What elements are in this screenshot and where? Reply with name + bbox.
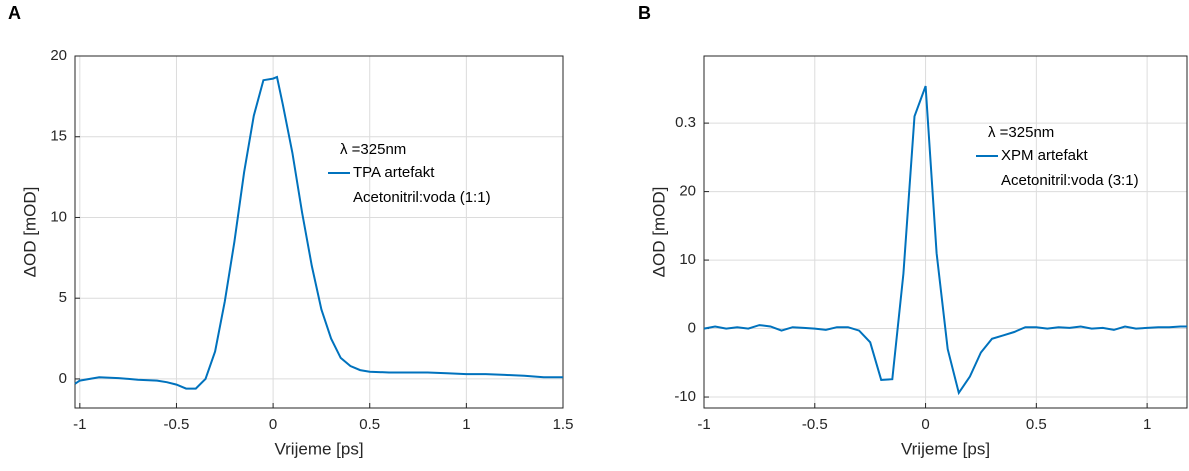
y-tick-label: 0.3 — [675, 114, 696, 131]
y-tick-label: 10 — [679, 251, 696, 268]
y-tick-label: 15 — [50, 128, 67, 145]
y-tick-label: 20 — [50, 47, 67, 64]
panel-label: B — [638, 3, 651, 23]
data-line — [74, 75, 563, 390]
y-axis-label: ΔOD [mOD] — [20, 187, 39, 278]
x-tick-label: 0 — [269, 416, 277, 433]
y-tick-label: 0 — [688, 320, 696, 337]
annotation: λ =325nm — [340, 141, 406, 158]
plot-area — [75, 56, 563, 408]
y-tick-label: 10 — [50, 208, 67, 225]
annotation: Acetonitril:voda (1:1) — [353, 189, 491, 206]
x-tick-label: 0.5 — [359, 416, 380, 433]
y-tick-label: 0 — [59, 370, 67, 387]
x-tick-label: -1 — [697, 416, 710, 433]
legend-label: XPM artefakt — [1001, 147, 1089, 164]
x-tick-label: 1 — [462, 416, 470, 433]
data-line — [703, 85, 1187, 396]
x-tick-label: -0.5 — [802, 416, 828, 433]
y-axis-label: ΔOD [mOD] — [649, 187, 668, 278]
y-tick-label: 5 — [59, 289, 67, 306]
legend-label: TPA artefakt — [353, 164, 435, 181]
y-tick-label: -10 — [674, 388, 696, 405]
annotation: λ =325nm — [988, 124, 1054, 141]
plot-area — [704, 56, 1187, 408]
x-tick-label: 0.5 — [1026, 416, 1047, 433]
annotation: Acetonitril:voda (3:1) — [1001, 172, 1139, 189]
x-axis-label: Vrijeme [ps] — [901, 439, 990, 458]
y-tick-label: 20 — [679, 183, 696, 200]
axes-box — [74, 55, 564, 409]
x-tick-label: 0 — [921, 416, 929, 433]
x-tick-label: 1.5 — [553, 416, 574, 433]
x-tick-label: 1 — [1143, 416, 1151, 433]
x-tick-label: -1 — [73, 416, 86, 433]
x-tick-label: -0.5 — [164, 416, 190, 433]
axes-box — [703, 55, 1188, 409]
panel-label: A — [8, 3, 21, 23]
x-axis-label: Vrijeme [ps] — [274, 439, 363, 458]
